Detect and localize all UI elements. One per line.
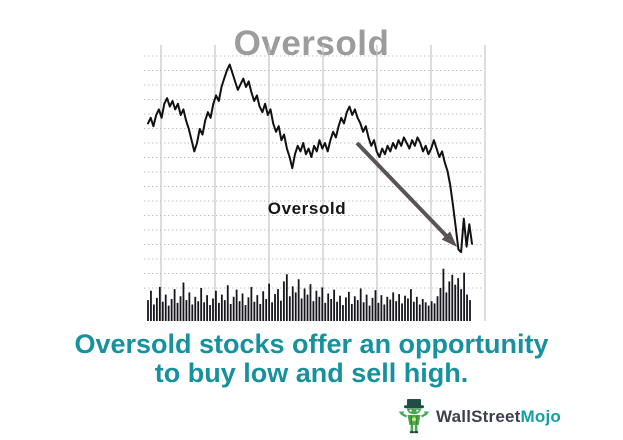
mascot-head	[407, 408, 421, 415]
mascot-body	[407, 415, 421, 434]
gridlines	[144, 45, 486, 321]
stock-chart: Oversold	[130, 45, 490, 330]
page-title: Oversold	[233, 24, 390, 64]
wallstreetmojo-logo: WallStreetMojo	[398, 398, 561, 435]
price-line	[147, 63, 473, 254]
brand-mojo: Mojo	[520, 406, 561, 426]
mascot-arrows	[398, 411, 430, 418]
volume-bars	[147, 268, 471, 321]
oversold-annotation: Oversold	[267, 199, 347, 218]
mascot-hat	[404, 399, 424, 409]
wallstreetmojo-mascot-icon	[398, 399, 430, 434]
brand-wallstreet: WallStreet	[436, 406, 521, 426]
wallstreetmojo-wordmark: WallStreetMojo	[436, 407, 561, 427]
caption-line-2: to buy low and sell high.	[154, 358, 469, 389]
caption: Oversold stocks offer an opportunity to …	[0, 329, 623, 389]
trend-arrow	[355, 141, 457, 247]
caption-line-1: Oversold stocks offer an opportunity	[74, 329, 549, 359]
stock-chart-canvas	[144, 45, 486, 321]
